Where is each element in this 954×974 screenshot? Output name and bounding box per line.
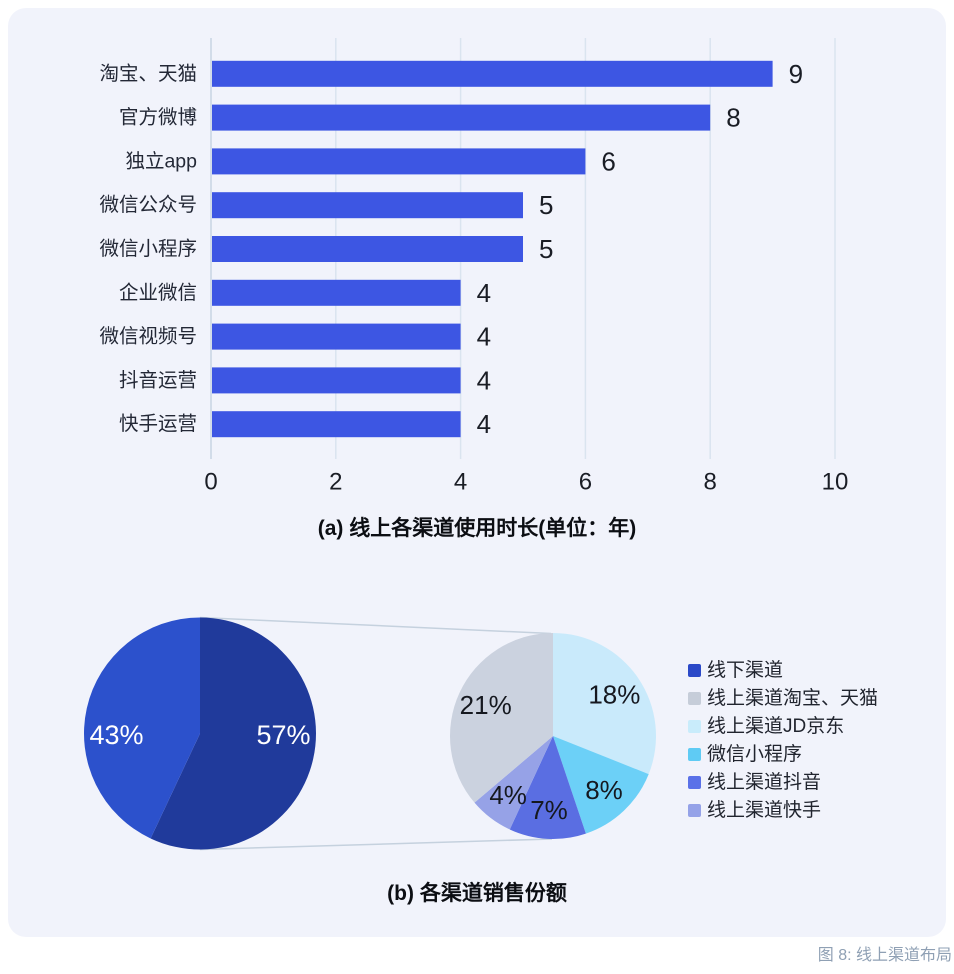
pie-slice: [150, 617, 316, 850]
category-label: 微信视频号: [99, 326, 197, 348]
legend-label: 微信小程序: [707, 743, 803, 765]
category-label: 淘宝、天猫: [99, 63, 197, 85]
pie-slice-label: 18%: [588, 679, 640, 709]
bar-value-label: 4: [477, 278, 491, 308]
pie-slice-label: 21%: [460, 690, 512, 720]
pie-slice: [509, 736, 586, 839]
legend-item: 线上渠道JD京东: [688, 712, 878, 740]
pie-slice: [553, 633, 656, 775]
connector-line: [199, 838, 553, 851]
x-axis-tick-label: 10: [822, 469, 849, 496]
legend-label: 线上渠道JD京东: [707, 715, 845, 737]
legend-label: 线下渠道: [707, 659, 784, 681]
category-label: 企业微信: [119, 282, 197, 304]
bar-value-label: 4: [477, 322, 491, 352]
bar-value-label: 5: [539, 234, 553, 264]
legend-item: 线上渠道淘宝、天猫: [688, 684, 878, 712]
figure-caption: 图 8: 线上渠道布局: [817, 947, 952, 964]
category-label: 抖音运营: [119, 369, 197, 391]
x-axis-tick-label: 6: [579, 469, 592, 496]
category-label: 微信公众号: [99, 194, 197, 216]
bar-value-label: 4: [477, 365, 491, 395]
legend-item: 线上渠道快手: [688, 796, 878, 824]
bar: [212, 411, 461, 438]
x-axis-tick-label: 0: [204, 469, 217, 496]
pie-slice-label: 7%: [530, 795, 568, 825]
pie-slice: [84, 617, 200, 839]
pie-slice: [553, 736, 649, 834]
bar: [212, 60, 773, 87]
bar-value-label: 5: [539, 190, 553, 220]
connector-line: [199, 616, 552, 635]
legend-label: 线上渠道抖音: [707, 771, 822, 793]
legend-swatch: [688, 775, 701, 789]
x-axis-tick-label: 4: [454, 469, 467, 496]
pie-slice-label: 43%: [89, 720, 143, 750]
legend-item: 线上渠道抖音: [688, 768, 878, 796]
pie-chart-title: (b) 各渠道销售份额: [387, 882, 567, 905]
legend-item: 微信小程序: [688, 740, 878, 768]
legend-swatch: [688, 691, 701, 705]
bar-chart-title: (a) 线上各渠道使用时长(单位：年): [317, 517, 637, 540]
pie-slice: [474, 736, 553, 830]
x-axis-tick-label: 8: [704, 469, 717, 496]
bar: [212, 367, 461, 394]
bar-value-label: 6: [601, 146, 615, 176]
category-label: 官方微博: [119, 107, 197, 129]
bar: [212, 148, 586, 175]
pie-slice-label: 8%: [585, 775, 623, 805]
legend-swatch: [688, 719, 701, 733]
category-label: 独立app: [125, 150, 197, 172]
legend-label: 线上渠道淘宝、天猫: [707, 687, 879, 709]
pie-slice-label: 4%: [489, 780, 527, 810]
bar: [212, 236, 523, 262]
bar: [212, 279, 461, 306]
x-axis-tick-label: 2: [329, 469, 342, 496]
bar-value-label: 8: [726, 103, 740, 133]
bar: [212, 192, 523, 219]
legend-swatch: [688, 663, 701, 677]
legend-item: 线下渠道: [688, 656, 878, 684]
pie-legend: 线下渠道线上渠道淘宝、天猫 线上渠道JD京东 微信小程序线上渠道抖音 线上渠道快手: [688, 656, 878, 824]
legend-label: 线上渠道快手: [707, 799, 822, 821]
legend-swatch: [688, 747, 701, 761]
bar-value-label: 9: [789, 59, 803, 89]
category-label: 快手运营: [119, 413, 197, 435]
bar: [212, 104, 711, 131]
pie-slice-label: 57%: [256, 720, 310, 750]
bar: [212, 323, 461, 350]
bar-value-label: 4: [477, 409, 491, 439]
pie-slice: [450, 633, 553, 803]
category-label: 微信小程序: [99, 238, 197, 260]
legend-swatch: [688, 803, 701, 817]
